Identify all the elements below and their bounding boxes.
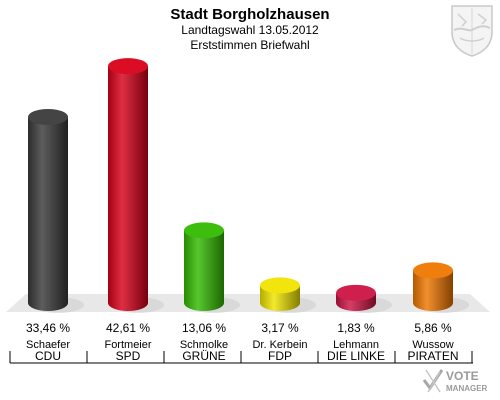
- bar-top: [28, 108, 68, 125]
- candidate-label: Schaefer: [26, 339, 70, 351]
- coat-of-arms-icon: [451, 5, 493, 57]
- bar-body: [108, 66, 148, 311]
- value-label: 13,06 %: [182, 321, 226, 335]
- bar: [413, 262, 469, 313]
- bar-top: [336, 284, 376, 301]
- value-label: 1,83 %: [337, 321, 375, 335]
- votemanager-logo: VOTE MANAGER: [422, 369, 488, 393]
- value-label: 5,86 %: [414, 321, 452, 335]
- bar-body: [28, 116, 68, 311]
- bar-top: [413, 262, 453, 279]
- title-block: Stadt Borgholzhausen Landtagswahl 13.05.…: [0, 6, 500, 53]
- bar-top: [108, 58, 148, 75]
- value-label: 33,46 %: [26, 321, 70, 335]
- bar: [260, 277, 316, 313]
- value-label: 42,61 %: [106, 321, 150, 335]
- chart-title: Stadt Borgholzhausen: [170, 6, 330, 23]
- value-label: 3,17 %: [261, 321, 299, 335]
- party-label: GRÜNE: [182, 349, 225, 363]
- candidate-label: Fortmeier: [104, 339, 151, 351]
- chart-subtitle: Landtagswahl 13.05.2012: [181, 23, 319, 37]
- candidate-label: Lehmann: [333, 339, 379, 351]
- candidate-label: Wussow: [412, 339, 453, 351]
- party-label: PIRATEN: [407, 349, 458, 363]
- bar-body: [413, 270, 453, 311]
- bar-top: [184, 222, 224, 239]
- logo-manager-text: MANAGER: [446, 384, 488, 393]
- candidate-label: Schmolke: [180, 339, 228, 351]
- party-label: CDU: [35, 349, 61, 363]
- party-label: DIE LINKE: [327, 349, 385, 363]
- logo-vote-text: VOTE: [446, 369, 479, 383]
- chart-subtitle-2: Erststimmen Briefwahl: [190, 38, 310, 52]
- bar: [108, 58, 164, 313]
- bar: [336, 284, 392, 313]
- party-label: SPD: [116, 349, 141, 363]
- bar-body: [184, 230, 224, 311]
- bar-top: [260, 277, 300, 294]
- candidate-label: Dr. Kerbein: [252, 339, 307, 351]
- party-label: FDP: [268, 349, 292, 363]
- bar: [184, 222, 240, 313]
- bar: [28, 108, 84, 313]
- check-icon: [422, 369, 444, 393]
